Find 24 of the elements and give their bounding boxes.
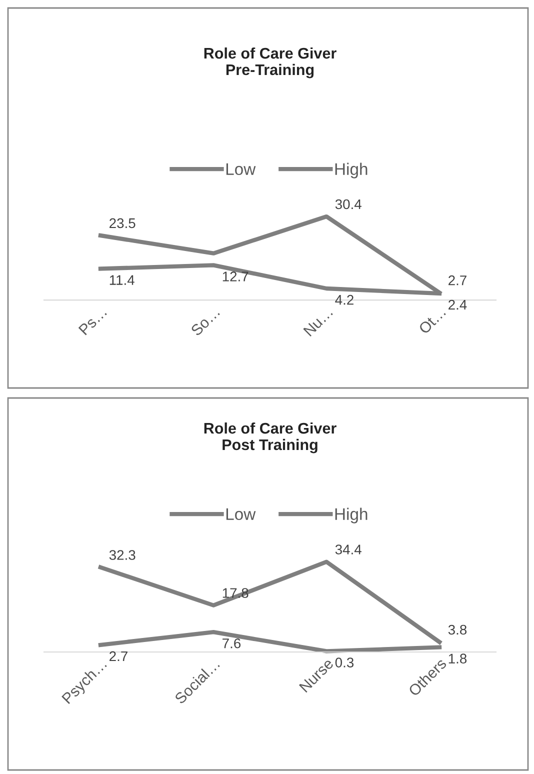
legend-label: Low	[226, 163, 256, 176]
chart-title: Role of Care Giver Pre-Training	[204, 47, 336, 78]
data-label: 23.5	[110, 218, 136, 228]
x-tick-label: Nu…	[303, 306, 333, 337]
data-label: 2.4	[448, 300, 467, 310]
data-label: 34.4	[335, 544, 362, 554]
data-label: 4.2	[335, 294, 354, 305]
data-label: 11.4	[110, 275, 134, 285]
data-label: 7.6	[222, 638, 241, 648]
x-tick-label: So…	[190, 306, 220, 336]
data-label: 1.8	[448, 654, 467, 664]
data-label: 32.3	[109, 550, 136, 560]
legend-label: High	[335, 162, 368, 178]
data-label: 2.7	[448, 275, 466, 286]
legend-label: Low	[226, 508, 256, 520]
data-label: 30.4	[335, 199, 362, 210]
data-label: 12.7	[222, 272, 248, 282]
legend-label: High	[335, 508, 368, 524]
x-tick-label: Ot…	[418, 306, 446, 335]
x-tick-label: Ps…	[78, 306, 107, 336]
data-label: 0.3	[335, 658, 354, 668]
data-label: 3.8	[448, 624, 467, 635]
chart-title: Role of Care Giver Post Training	[204, 422, 336, 454]
data-label: 2.7	[110, 651, 128, 662]
